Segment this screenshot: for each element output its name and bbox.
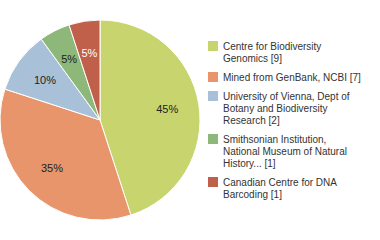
legend-label-line: Research [2] <box>223 115 280 126</box>
legend-label: Mined from GenBank, NCBI [7] <box>223 72 361 83</box>
legend-swatch <box>208 41 218 51</box>
legend-swatch <box>208 134 218 144</box>
legend: Centre for BiodiversityGenomics [9] Mined… <box>208 41 361 200</box>
legend-label-line: Canadian Centre for DNA <box>223 177 337 188</box>
legend-label-line: Smithsonian Institution, <box>223 134 326 145</box>
pie-slice <box>69 20 100 120</box>
legend-label: Smithsonian Institution,National Museum … <box>223 134 347 169</box>
legend-label-line: National Museum of Natural <box>223 146 347 157</box>
legend-swatch <box>208 91 218 101</box>
legend-label-line: University of Vienna, Dept of <box>223 91 350 102</box>
legend-label: Canadian Centre for DNABarcoding [1] <box>223 177 337 200</box>
legend-item: Mined from GenBank, NCBI [7] <box>208 72 361 83</box>
data-label: 45% <box>156 103 178 115</box>
legend-label-line: Centre for Biodiversity <box>223 41 321 52</box>
legend-label: Centre for BiodiversityGenomics [9] <box>223 41 321 64</box>
data-label: 10% <box>34 74 56 86</box>
legend-label-line: History... [1] <box>223 158 276 169</box>
legend-label: University of Vienna, Dept ofBotany and … <box>223 91 350 126</box>
legend-swatch <box>208 177 218 187</box>
legend-item: Centre for BiodiversityGenomics [9] <box>208 41 321 64</box>
data-label: 5% <box>61 53 77 65</box>
pie <box>0 20 200 220</box>
chart: 45% 35% 10% 5% 5% Centre for BiodiversityGeno… <box>0 0 380 240</box>
legend-item: Canadian Centre for DNABarcoding [1] <box>208 177 337 200</box>
data-labels: 45% 35% 10% 5% 5% <box>34 47 178 174</box>
legend-label-line: Barcoding [1] <box>223 189 282 200</box>
data-label: 5% <box>81 47 97 59</box>
legend-label-line: Botany and Biodiversity <box>223 103 328 114</box>
legend-label-line: Mined from GenBank, NCBI [7] <box>223 72 361 83</box>
legend-item: Smithsonian Institution,National Museum … <box>208 134 347 169</box>
data-label: 35% <box>41 162 63 174</box>
legend-item: University of Vienna, Dept ofBotany and … <box>208 91 350 126</box>
legend-label-line: Genomics [9] <box>223 53 282 64</box>
legend-swatch <box>208 72 218 82</box>
